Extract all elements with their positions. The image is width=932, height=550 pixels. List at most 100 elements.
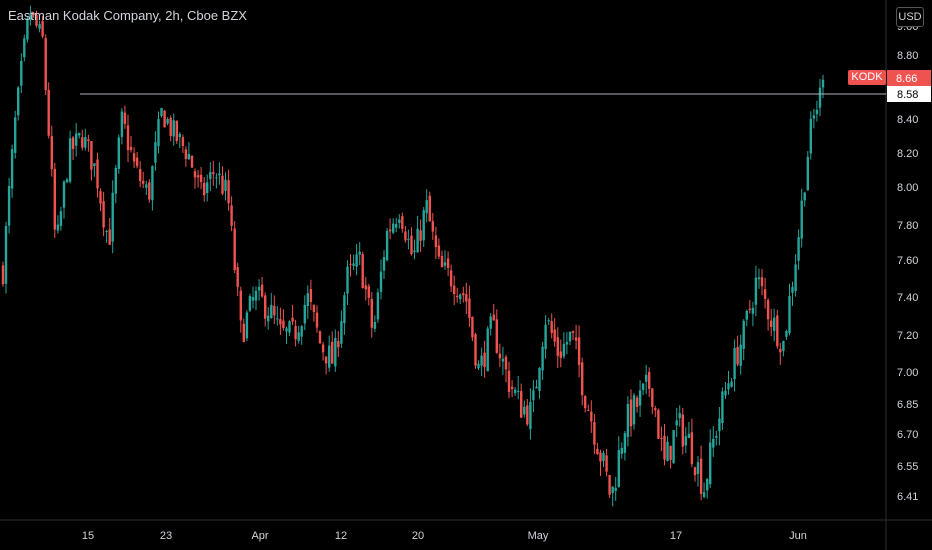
candle-body <box>209 172 212 180</box>
candle-body <box>407 238 410 240</box>
candle-body <box>373 322 377 329</box>
candle-body <box>785 331 788 337</box>
candle-body <box>334 337 337 367</box>
candle-body <box>349 263 352 265</box>
candle-body <box>56 224 60 231</box>
candle-body <box>395 224 398 228</box>
candle-body <box>224 179 227 191</box>
candle-body <box>343 295 346 324</box>
y-axis-label: 6.55 <box>897 461 918 473</box>
candle-body <box>751 307 755 314</box>
candle-body <box>190 155 194 168</box>
x-axis-label: 17 <box>670 530 682 542</box>
candle-body <box>352 263 355 266</box>
candle-body <box>282 320 285 329</box>
candle-body <box>584 396 587 409</box>
candle-body <box>596 448 599 455</box>
candle-body <box>199 174 203 183</box>
candle-body <box>206 182 209 193</box>
candle-body <box>608 475 611 495</box>
candle-body <box>315 312 319 328</box>
candle-body <box>520 391 523 418</box>
candle-body <box>312 305 316 312</box>
candle-body <box>178 133 181 138</box>
candle-body <box>1 265 5 285</box>
candle-body <box>626 404 630 437</box>
candle-body <box>81 137 84 148</box>
candle-body <box>218 173 221 176</box>
candle-body <box>328 345 331 368</box>
candle-body <box>489 316 492 329</box>
candle-body <box>385 230 389 261</box>
candle-body <box>471 317 474 338</box>
candle-body <box>422 210 425 241</box>
x-axis-label: Apr <box>251 530 268 542</box>
candle-body <box>517 390 520 392</box>
currency-button[interactable]: USD <box>896 7 924 27</box>
candle-body <box>709 442 712 485</box>
candle-body <box>175 120 178 142</box>
candle-body <box>739 344 742 366</box>
candle-body <box>635 397 639 407</box>
candle-body <box>139 169 142 181</box>
candle-body <box>434 235 438 247</box>
candle-body <box>392 223 395 233</box>
candle-body <box>53 168 56 230</box>
candle-body <box>587 410 590 412</box>
candle-body <box>203 182 206 196</box>
candle-body <box>169 117 172 136</box>
candle-body <box>288 321 291 333</box>
candle-body <box>297 332 300 341</box>
candle-body <box>666 441 669 461</box>
candle-body <box>660 438 663 439</box>
candle-body <box>257 286 261 291</box>
candle-body <box>388 229 392 232</box>
candle-body <box>99 191 102 204</box>
candle-body <box>120 111 124 137</box>
candle-body <box>818 87 822 108</box>
candle-body <box>465 294 468 302</box>
candle-body <box>148 182 151 200</box>
ticker-badge: KODK <box>848 70 886 85</box>
candle-body <box>419 230 422 241</box>
candle-body <box>361 254 364 289</box>
y-axis-label: 8.80 <box>897 50 918 62</box>
candle-body <box>800 200 803 239</box>
candle-body <box>535 386 538 389</box>
candle-body <box>437 245 441 257</box>
candle-body <box>590 411 593 422</box>
candle-body <box>187 154 191 160</box>
candle-body <box>337 341 340 348</box>
x-axis-label: 12 <box>335 530 347 542</box>
candle-body <box>513 389 517 394</box>
candle-body <box>620 447 623 454</box>
candle-body <box>599 452 602 462</box>
candle-body <box>10 149 14 189</box>
candle-body <box>803 192 806 201</box>
candle-body <box>687 433 691 438</box>
candle-body <box>401 216 404 229</box>
candle-body <box>215 177 218 179</box>
y-axis-label: 8.40 <box>897 114 918 126</box>
candle-body <box>672 430 675 464</box>
candle-body <box>254 290 258 301</box>
candle-body <box>75 133 78 146</box>
candle-body <box>291 317 294 322</box>
candle-body <box>638 390 642 406</box>
candle-body <box>267 315 270 322</box>
candle-body <box>538 367 541 391</box>
candle-body <box>425 200 428 214</box>
candle-body <box>41 21 44 37</box>
candle-body <box>294 326 297 340</box>
candle-body <box>129 147 133 151</box>
candle-body <box>172 120 175 137</box>
candle-body <box>32 12 35 15</box>
candle-body <box>443 262 447 266</box>
candle-body <box>794 264 797 292</box>
candle-body <box>96 159 99 189</box>
candle-body <box>453 285 456 294</box>
candle-body <box>757 277 761 280</box>
candle-body <box>160 108 163 117</box>
candle-body <box>611 486 614 494</box>
